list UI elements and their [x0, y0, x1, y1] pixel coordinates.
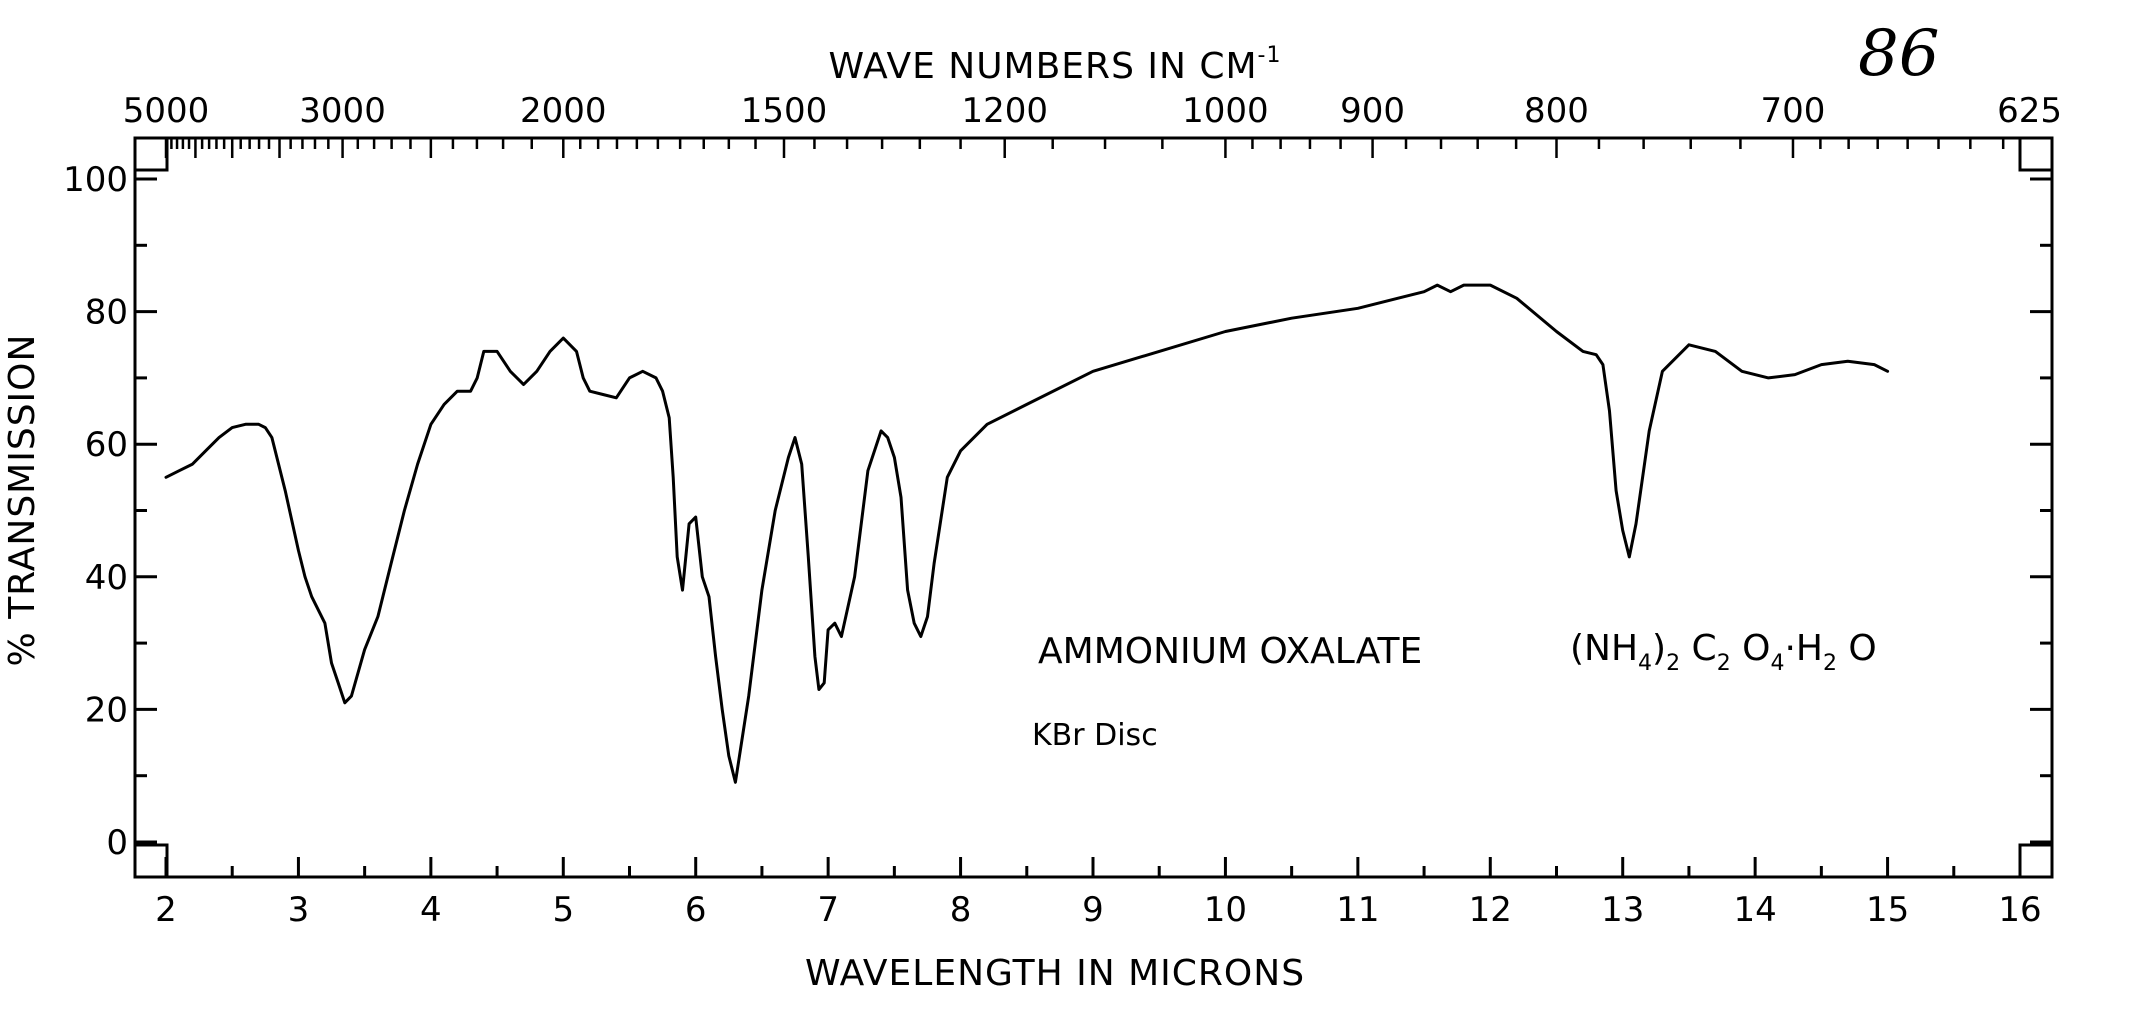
formula-text: C: [1680, 628, 1717, 669]
top-tick-label: 1000: [1182, 91, 1269, 131]
top-tick-label: 800: [1524, 91, 1589, 131]
spectrum-line: [164, 283, 1890, 784]
x-tick-label: 11: [1336, 890, 1379, 930]
top-tick-label: 5000: [123, 91, 210, 131]
top-axis-title: WAVE NUMBERS IN CM-1: [829, 43, 1282, 87]
formula-subscript: 2: [1717, 651, 1731, 676]
corner-box-top-right: [2018, 136, 2054, 172]
corner-box-top-left: [133, 136, 169, 172]
formula-subscript: 2: [1823, 651, 1837, 676]
x-tick-label: 15: [1866, 890, 1909, 930]
top-tick-label: 625: [1997, 91, 2062, 131]
y-tick-label: 40: [85, 558, 128, 598]
series-layer: [164, 283, 1890, 784]
formula-subscript: 4: [1770, 651, 1784, 676]
x-tick-label: 2: [155, 890, 177, 930]
formula-text: O: [1837, 628, 1877, 669]
formula-text: ): [1652, 628, 1666, 669]
formula-text: ·H: [1784, 628, 1823, 669]
top-tick-label: 1500: [741, 91, 828, 131]
page-number: 86: [1858, 17, 1939, 91]
sample-note-label: KBr Disc: [1032, 718, 1158, 753]
x-tick-label: 13: [1601, 890, 1644, 930]
compound-name-label: AMMONIUM OXALATE: [1038, 631, 1422, 672]
x-tick-label: 6: [685, 890, 707, 930]
x-tick-label: 9: [1082, 890, 1104, 930]
x-tick-label: 4: [420, 890, 442, 930]
y-tick-label: 80: [85, 293, 128, 333]
formula-subscript: 4: [1638, 651, 1652, 676]
y-tick-label: 60: [85, 425, 128, 465]
x-tick-label: 8: [950, 890, 972, 930]
y-tick-label: 0: [106, 823, 128, 863]
x-tick-label: 3: [288, 890, 310, 930]
top-axis-title-text: WAVE NUMBERS IN CM: [829, 46, 1258, 87]
corner-box-bottom-left: [133, 843, 169, 879]
x-tick-label: 7: [817, 890, 839, 930]
plot-frame: [133, 136, 2054, 879]
corner-box-bottom-right: [2018, 843, 2054, 879]
axis-ticks: [135, 138, 2052, 877]
axis-tick-labels: 2 3 4 5 6 7 8 9 10 11 12 13 14 15 16 5000 3000 2000 1500 12…: [63, 91, 2062, 930]
x-tick-label: 14: [1734, 890, 1777, 930]
y-axis-title: % TRANSMISSION: [2, 334, 43, 667]
top-tick-label: 700: [1761, 91, 1826, 131]
x-tick-label: 12: [1469, 890, 1512, 930]
x-tick-label: 16: [1998, 890, 2041, 930]
compound-formula-label: (NH4)2 C2 O4·H2 O: [1570, 628, 1877, 676]
formula-text: (NH: [1570, 628, 1638, 669]
top-tick-label: 3000: [299, 91, 386, 131]
formula-subscript: 2: [1666, 651, 1680, 676]
top-tick-label: 900: [1340, 91, 1405, 131]
formula-text: O: [1731, 628, 1771, 669]
top-axis-title-superscript: -1: [1258, 43, 1282, 68]
top-tick-label: 1200: [961, 91, 1048, 131]
x-tick-label: 5: [552, 890, 574, 930]
x-axis-title: WAVELENGTH IN MICRONS: [805, 953, 1305, 994]
y-tick-label: 20: [85, 690, 128, 730]
x-tick-label: 10: [1204, 890, 1247, 930]
y-tick-label: 100: [63, 160, 128, 200]
top-tick-label: 2000: [520, 91, 607, 131]
